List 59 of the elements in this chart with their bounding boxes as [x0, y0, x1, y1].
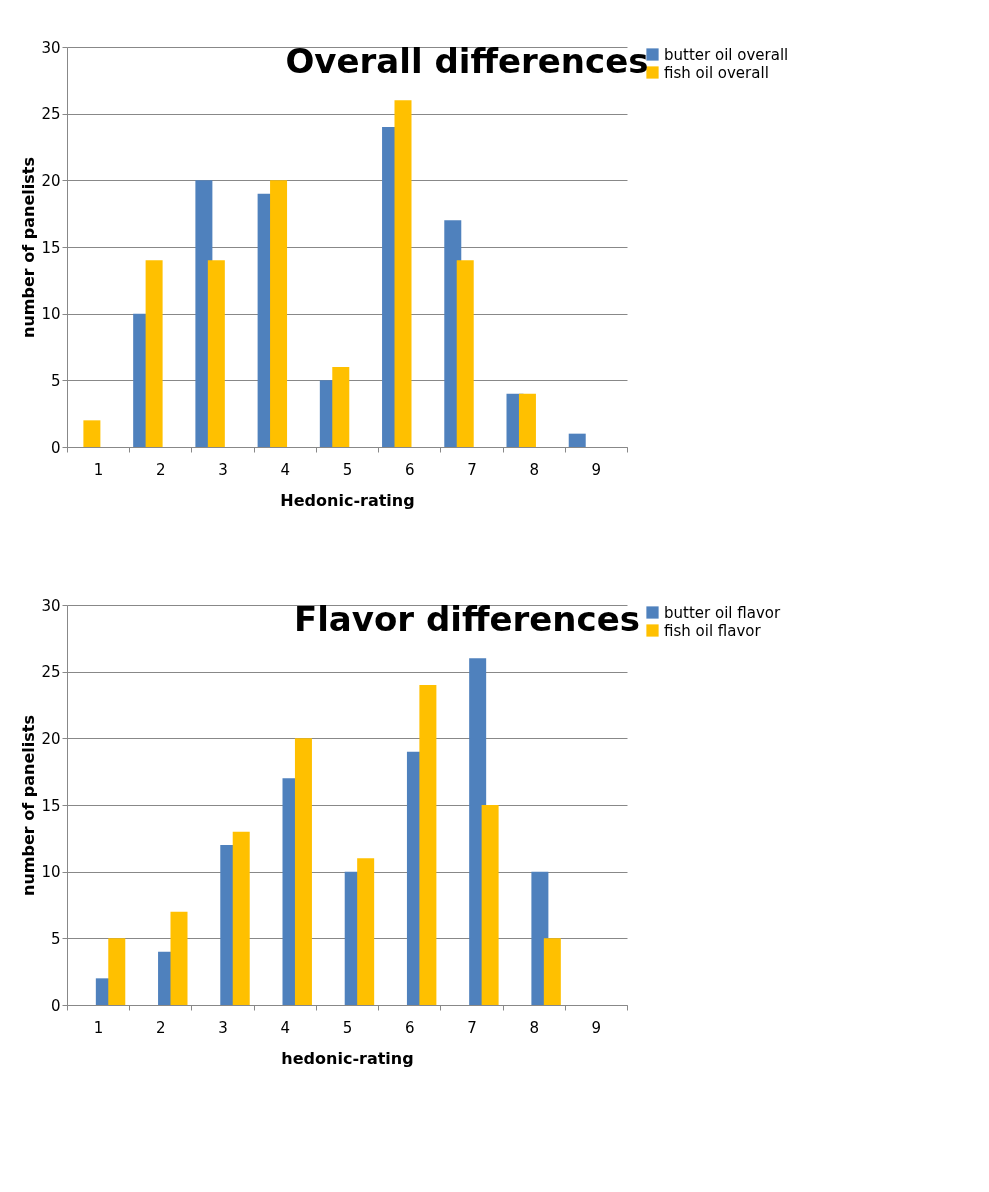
y-tick-label: 25 — [41, 663, 61, 682]
y-tick-label: 10 — [41, 863, 61, 882]
x-tick-label: 9 — [591, 460, 602, 479]
y-tick-label: 20 — [41, 729, 61, 748]
x-tick-label: 7 — [467, 1018, 477, 1037]
y-tick-label: 0 — [50, 996, 61, 1015]
x-tick-label: 1 — [93, 460, 104, 479]
y-tick-label: 20 — [41, 171, 61, 190]
legend-label: fish oil overall — [664, 63, 769, 82]
bar — [419, 685, 437, 1005]
y-tick-label: 5 — [50, 371, 61, 390]
bar — [543, 938, 561, 1005]
bar — [568, 433, 586, 447]
y-axis-title: number of panelists — [19, 715, 39, 896]
y-tick-label: 25 — [41, 105, 61, 124]
bar — [394, 100, 412, 447]
x-tick-label: 9 — [591, 1018, 602, 1037]
bar — [232, 831, 250, 1005]
legend-label: butter oil overall — [664, 45, 789, 64]
x-tick-label: 8 — [529, 1018, 539, 1037]
y-tick-label: 5 — [50, 929, 61, 948]
bar — [270, 180, 288, 447]
x-axis-title: Hedonic-rating — [280, 490, 415, 510]
x-tick-label: 2 — [156, 460, 166, 479]
bar — [456, 260, 474, 447]
bar — [145, 260, 163, 447]
bar — [170, 911, 188, 1005]
x-tick-label: 1 — [93, 1018, 104, 1037]
x-tick-label: 6 — [404, 1018, 415, 1037]
bar — [207, 260, 225, 447]
legend-label: butter oil flavor — [664, 603, 781, 622]
bar — [481, 805, 499, 1005]
x-tick-label: 7 — [467, 460, 477, 479]
bar — [83, 420, 101, 447]
x-tick-label: 5 — [342, 1018, 353, 1037]
bar — [332, 367, 350, 447]
chart-title: Overall differences — [285, 41, 649, 81]
y-tick-label: 30 — [41, 596, 61, 615]
y-axis-title: number of panelists — [19, 157, 39, 338]
x-tick-label: 4 — [280, 460, 291, 479]
y-tick-label: 0 — [50, 438, 61, 457]
x-tick-label: 3 — [218, 1018, 228, 1037]
legend-label: fish oil flavor — [664, 621, 762, 640]
x-tick-label: 6 — [404, 460, 415, 479]
y-tick-label: 10 — [41, 305, 61, 324]
x-axis-title: hedonic-rating — [281, 1048, 414, 1068]
x-tick-label: 5 — [342, 460, 353, 479]
x-tick-label: 4 — [280, 1018, 291, 1037]
y-tick-label: 15 — [41, 238, 61, 257]
y-tick-label: 15 — [41, 796, 61, 815]
bar — [357, 858, 375, 1005]
y-tick-label: 30 — [41, 38, 61, 57]
chart-title: Flavor differences — [293, 599, 641, 639]
x-tick-label: 8 — [529, 460, 539, 479]
x-tick-label: 2 — [156, 1018, 166, 1037]
x-tick-label: 3 — [218, 460, 228, 479]
bar — [294, 738, 312, 1005]
bar — [518, 393, 536, 447]
bar — [108, 938, 126, 1005]
